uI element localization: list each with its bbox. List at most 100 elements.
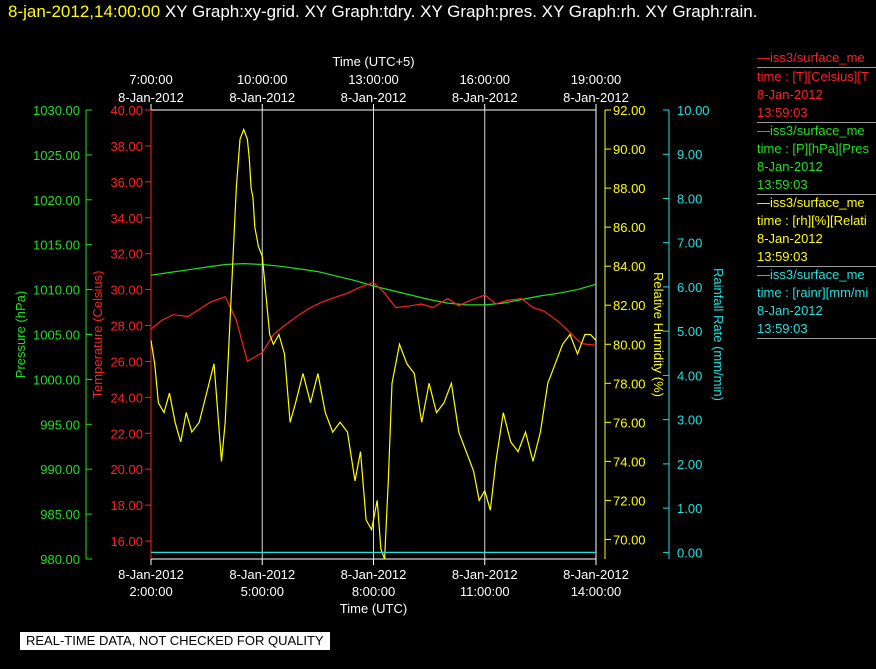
temperature-tick-label: 22.00	[110, 426, 143, 441]
pressure-tick-label: 1010.00	[33, 283, 80, 298]
x-tick-time: 11:00:00	[460, 584, 510, 599]
legend-time: 13:59:03	[757, 176, 876, 195]
rh-tick-label: 88.00	[613, 181, 646, 196]
header-title-rh[interactable]: XY Graph:rh.	[541, 2, 641, 21]
temperature-tick-label: 30.00	[110, 283, 143, 298]
temperature-axis-label: Temperature (Celsius)	[90, 271, 105, 399]
header-bar: 8-jan-2012,14:00:00 XY Graph:xy-grid. XY…	[8, 2, 757, 22]
x-tick-time: 8:00:00	[352, 584, 395, 599]
x-top-tick-time: 16:00:00	[459, 72, 510, 87]
rh-axis-label: Relative Humidity (%)	[651, 272, 666, 397]
x-top-tick-time: 19:00:00	[571, 72, 622, 87]
x-top-tick-date: 8-Jan-2012	[118, 90, 184, 105]
legend-pressure[interactable]: —iss3/surface_me time : [P][hPa][Pres 8-…	[757, 122, 876, 195]
legend-time: 13:59:03	[757, 104, 876, 123]
temperature-tick-label: 32.00	[110, 247, 143, 262]
temperature-series-line	[150, 281, 597, 363]
temperature-tick-label: 16.00	[110, 534, 143, 549]
legend-series-name: iss3/surface_me	[770, 267, 865, 282]
legend-series-name: iss3/surface_me	[770, 195, 865, 210]
x-top-tick-time: 10:00:00	[237, 72, 288, 87]
x-tick-date: 8-Jan-2012	[118, 567, 184, 582]
pressure-tick-label: 985.00	[40, 507, 80, 522]
pressure-tick-label: 990.00	[40, 462, 80, 477]
temperature-tick-label: 40.00	[110, 103, 143, 118]
rain-tick-label: 3.00	[677, 413, 702, 428]
legend-series-name: iss3/surface_me	[770, 123, 865, 138]
legend-date: 8-Jan-2012	[757, 87, 823, 102]
legend-field: time : [rainr][mm/mi	[757, 285, 869, 300]
legend-dash: —	[757, 267, 770, 282]
x-tick-time: 2:00:00	[129, 584, 172, 599]
x-tick-time: 14:00:00	[571, 584, 622, 599]
temperature-tick-label: 24.00	[110, 390, 143, 405]
x-axis-label: Time (UTC)	[340, 601, 407, 616]
x-top-tick-time: 13:00:00	[348, 72, 399, 87]
rh-tick-label: 74.00	[613, 454, 646, 469]
x-top-tick-time: 7:00:00	[129, 72, 172, 87]
rain-tick-label: 1.00	[677, 501, 702, 516]
legend-field: time : [rh][%][Relati	[757, 213, 867, 228]
legend-time: 13:59:03	[757, 320, 876, 339]
x-tick-date: 8-Jan-2012	[452, 567, 518, 582]
x-top-axis-label: Time (UTC+5)	[332, 54, 414, 69]
rain-tick-label: 9.00	[677, 147, 702, 162]
pressure-tick-label: 980.00	[40, 552, 80, 567]
rh-tick-label: 78.00	[613, 376, 646, 391]
temperature-tick-label: 38.00	[110, 139, 143, 154]
rain-tick-label: 8.00	[677, 191, 702, 206]
header-title-pres[interactable]: XY Graph:pres.	[420, 2, 537, 21]
legend-rain[interactable]: —iss3/surface_me time : [rainr][mm/mi 8-…	[757, 266, 876, 339]
rh-tick-label: 84.00	[613, 259, 646, 274]
rh-tick-label: 86.00	[613, 220, 646, 235]
x-tick-date: 8-Jan-2012	[563, 567, 629, 582]
legend-dash: —	[757, 195, 770, 210]
rain-tick-label: 4.00	[677, 368, 702, 383]
rh-tick-label: 80.00	[613, 337, 646, 352]
legend-series-name: iss3/surface_me	[770, 50, 865, 65]
pressure-tick-label: 995.00	[40, 417, 80, 432]
pressure-axis-label: Pressure (hPa)	[13, 291, 28, 378]
temperature-tick-label: 20.00	[110, 462, 143, 477]
temperature-tick-label: 36.00	[110, 175, 143, 190]
temperature-tick-label: 34.00	[110, 211, 143, 226]
rain-tick-label: 10.00	[677, 103, 710, 118]
x-tick-date: 8-Jan-2012	[229, 567, 295, 582]
header-title-grid[interactable]: XY Graph:xy-grid.	[164, 2, 300, 21]
rh-tick-label: 76.00	[613, 415, 646, 430]
rain-tick-label: 7.00	[677, 236, 702, 251]
rh-tick-label: 72.00	[613, 493, 646, 508]
header-title-tdry[interactable]: XY Graph:tdry.	[304, 2, 416, 21]
rh-series-line	[150, 127, 597, 560]
legend-time: 13:59:03	[757, 248, 876, 267]
rain-tick-label: 2.00	[677, 457, 702, 472]
rain-tick-label: 0.00	[677, 545, 702, 560]
pressure-tick-label: 1015.00	[33, 238, 80, 253]
x-top-tick-date: 8-Jan-2012	[341, 90, 407, 105]
legend-dash: —	[757, 50, 770, 65]
legend-field: time : [T][Celsius][T	[757, 69, 869, 84]
pressure-tick-label: 1025.00	[33, 148, 80, 163]
legend-date: 8-Jan-2012	[757, 303, 823, 318]
x-tick-date: 8-Jan-2012	[341, 567, 407, 582]
legend-date: 8-Jan-2012	[757, 231, 823, 246]
rain-axis-label: Rainfall Rate (mm/min)	[711, 268, 726, 401]
legend-temperature[interactable]: —iss3/surface_me time : [T][Celsius][T 8…	[757, 49, 876, 123]
quality-banner: REAL-TIME DATA, NOT CHECKED FOR QUALITY	[20, 632, 330, 650]
pressure-tick-label: 1000.00	[33, 372, 80, 387]
rh-tick-label: 70.00	[613, 532, 646, 547]
header-title-rain[interactable]: XY Graph:rain.	[645, 2, 758, 21]
rh-tick-label: 82.00	[613, 298, 646, 313]
rh-tick-label: 90.00	[613, 142, 646, 157]
pressure-tick-label: 1020.00	[33, 193, 80, 208]
legend-date: 8-Jan-2012	[757, 159, 823, 174]
legend-rh[interactable]: —iss3/surface_me time : [rh][%][Relati 8…	[757, 194, 876, 267]
pressure-series-line	[150, 262, 597, 306]
x-tick-time: 5:00:00	[241, 584, 284, 599]
temperature-tick-label: 28.00	[110, 319, 143, 334]
rain-tick-label: 5.00	[677, 324, 702, 339]
legend-field: time : [P][hPa][Pres	[757, 141, 869, 156]
pressure-tick-label: 1030.00	[33, 103, 80, 118]
x-top-tick-date: 8-Jan-2012	[452, 90, 518, 105]
